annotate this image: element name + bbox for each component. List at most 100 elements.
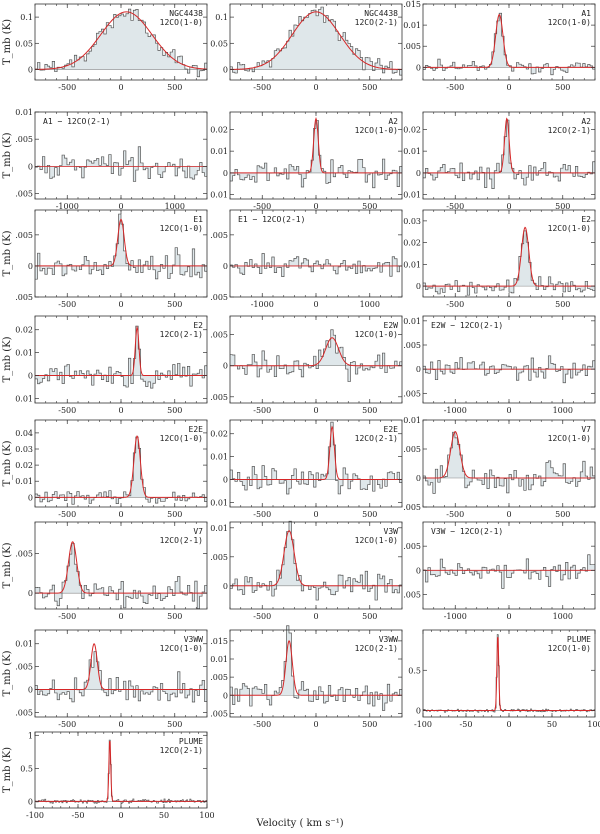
y-tick-label: .005 xyxy=(210,293,228,302)
x-tick-label: 500 xyxy=(167,406,182,415)
gaussian-fit xyxy=(35,325,207,377)
x-tick-label: -500 xyxy=(253,720,271,729)
spectrum-line xyxy=(35,543,207,610)
y-tick-label: 0 xyxy=(416,365,421,374)
x-tick-label: 500 xyxy=(362,406,377,415)
panel-line-label: 12CO(1-0) xyxy=(548,224,591,233)
y-tick-label: 0 xyxy=(28,493,33,502)
panel-source-label: E2 xyxy=(193,321,203,330)
gaussian-fit xyxy=(423,637,595,712)
y-tick-label: 0.02 xyxy=(15,461,33,470)
gaussian-fit xyxy=(423,13,595,68)
x-tick-label: 0 xyxy=(506,83,511,92)
y-tick-label: 0 xyxy=(28,589,33,598)
y-tick-label: 0 xyxy=(28,66,33,75)
x-tick-label: -50 xyxy=(460,720,473,729)
y-tick-label: 0.05 xyxy=(15,39,33,48)
panel-source-label: E1 xyxy=(193,215,203,224)
panel-line-label: 12CO(2-1) xyxy=(355,644,398,653)
y-tick-label: 0.04 xyxy=(15,429,33,438)
y-tick-label: .005 xyxy=(15,231,33,240)
y-axis-title: T_mb (K) xyxy=(2,747,13,793)
y-axis-title: T_mb (K) xyxy=(2,230,13,276)
x-tick-label: 0 xyxy=(506,612,511,621)
y-axis-title: T_mb (K) xyxy=(2,440,13,486)
y-tick-label: 0.02 xyxy=(403,239,421,248)
x-tick-label: 0 xyxy=(118,720,123,729)
y-tick-label: 1 xyxy=(28,731,33,740)
y-axis-title: T_mb (K) xyxy=(2,132,13,178)
x-tick-label: -500 xyxy=(253,202,271,211)
panel-line-label: 12CO(1-0) xyxy=(160,644,203,653)
y-tick-label: 0.02 xyxy=(15,326,33,335)
x-tick-label: 500 xyxy=(362,510,377,519)
spectrum-line xyxy=(423,431,595,494)
spectrum-line xyxy=(230,253,402,278)
x-tick-label: 500 xyxy=(167,300,182,309)
y-tick-label: .005 xyxy=(403,542,421,551)
y-tick-label: .005 xyxy=(210,709,228,718)
x-tick-label: -500 xyxy=(253,510,271,519)
y-tick-label: .005 xyxy=(15,135,33,144)
panel-line-label: 12CO(1-0) xyxy=(160,434,203,443)
y-tick-label: 0.01 xyxy=(15,477,33,486)
x-tick-label: 0 xyxy=(313,510,318,519)
spectrum-fill xyxy=(230,422,402,494)
spectrum-fill xyxy=(35,543,207,609)
panel-line-label: 12CO(2-1) xyxy=(355,18,398,27)
gaussian-fit xyxy=(230,337,402,367)
spectrum-fill xyxy=(423,554,595,589)
y-tick-label: .005 xyxy=(403,42,421,51)
spectrum-fill xyxy=(35,146,207,182)
y-axis-titles: T_mb (K) T_mb (K) T_mb (K) T_mb (K) T_mb (K)… xyxy=(2,19,13,793)
panel-source-label: NGC4438 xyxy=(169,9,203,18)
y-tick-label: 0.02 xyxy=(210,430,228,439)
y-tick-label: 0 xyxy=(28,797,33,806)
gaussian-fit xyxy=(35,741,207,802)
x-tick-label: -500 xyxy=(58,83,76,92)
panel-line-label: 12CO(1-0) xyxy=(355,330,398,339)
gaussian-fit xyxy=(229,11,403,70)
x-tick-label: 500 xyxy=(167,612,182,621)
y-tick-label: 0.01 xyxy=(15,640,33,649)
x-tick-label: 0 xyxy=(313,406,318,415)
spectrum-line xyxy=(230,421,402,495)
y-tick-label: 0.1 xyxy=(215,13,228,22)
x-tick-label: -500 xyxy=(446,202,464,211)
y-tick-label: .015 xyxy=(403,0,421,9)
x-tick-label: 500 xyxy=(362,202,377,211)
panel-line-label: 12CO(2-1) xyxy=(160,536,203,545)
x-tick-label: 0 xyxy=(313,612,318,621)
y-tick-label: 0 xyxy=(28,262,33,271)
panel-frame xyxy=(422,3,596,81)
spectrum-fill xyxy=(230,120,402,188)
y-tick-label: 0.01 xyxy=(210,453,228,462)
spectrum-fill xyxy=(35,214,207,280)
spectrum-fill xyxy=(35,436,207,505)
y-tick-label: 0.01 xyxy=(403,260,421,269)
gaussian-fit xyxy=(230,640,402,696)
spectrum-line xyxy=(230,120,402,189)
gaussian-fit xyxy=(230,530,402,587)
panel-line-label: 12CO(1-0) xyxy=(548,434,591,443)
y-tick-label: .005 xyxy=(210,393,228,402)
spectrum-line xyxy=(230,6,402,76)
x-tick-label: 50 xyxy=(159,811,169,820)
y-tick-label: 0 xyxy=(223,476,228,485)
x-tick-label: -500 xyxy=(253,83,271,92)
x-tick-label: 500 xyxy=(555,300,570,309)
y-tick-label: 0.03 xyxy=(15,445,33,454)
x-tick-label: -1000 xyxy=(251,300,274,309)
y-tick-label: 0.01 xyxy=(210,498,228,507)
panel-line-label: 12CO(1-0) xyxy=(355,126,398,135)
y-tick-label: 0 xyxy=(223,362,228,371)
